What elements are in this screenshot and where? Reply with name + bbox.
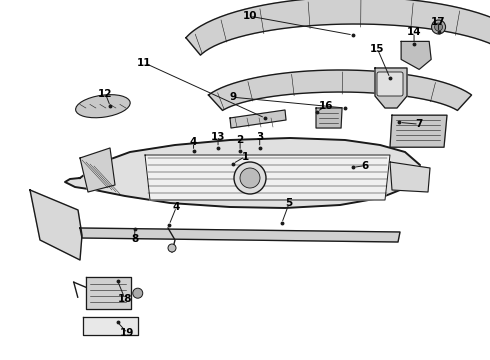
Text: 11: 11 [137,58,152,68]
Polygon shape [208,70,471,111]
Polygon shape [390,162,430,192]
Text: 13: 13 [211,132,225,142]
Polygon shape [65,138,420,208]
Text: 4: 4 [190,137,197,147]
Text: 17: 17 [431,17,446,27]
Text: 14: 14 [407,27,421,37]
Polygon shape [375,68,407,108]
Text: 19: 19 [120,328,135,338]
Polygon shape [316,108,342,128]
Text: 15: 15 [370,44,385,54]
Circle shape [240,168,260,188]
Polygon shape [83,317,138,335]
Text: 6: 6 [362,161,368,171]
Polygon shape [145,155,390,200]
Text: 9: 9 [229,92,236,102]
Polygon shape [80,228,400,242]
Polygon shape [401,41,431,69]
Circle shape [234,162,266,194]
Circle shape [168,244,176,252]
Text: 10: 10 [243,11,257,21]
Text: 3: 3 [256,132,263,142]
Circle shape [133,288,143,298]
Polygon shape [390,115,447,147]
Text: 5: 5 [286,198,293,208]
Text: 8: 8 [131,234,138,244]
Text: 4: 4 [172,202,180,212]
FancyBboxPatch shape [377,72,403,96]
Text: 18: 18 [118,294,132,304]
Text: 7: 7 [415,119,423,129]
Text: 16: 16 [318,101,333,111]
Text: 12: 12 [98,89,113,99]
Ellipse shape [75,95,130,118]
Circle shape [435,23,442,31]
Polygon shape [80,148,115,192]
Polygon shape [30,190,82,260]
Polygon shape [86,277,131,309]
Polygon shape [230,110,286,128]
Text: 2: 2 [237,135,244,145]
Text: 1: 1 [242,152,248,162]
Polygon shape [186,0,490,55]
Circle shape [432,20,445,34]
